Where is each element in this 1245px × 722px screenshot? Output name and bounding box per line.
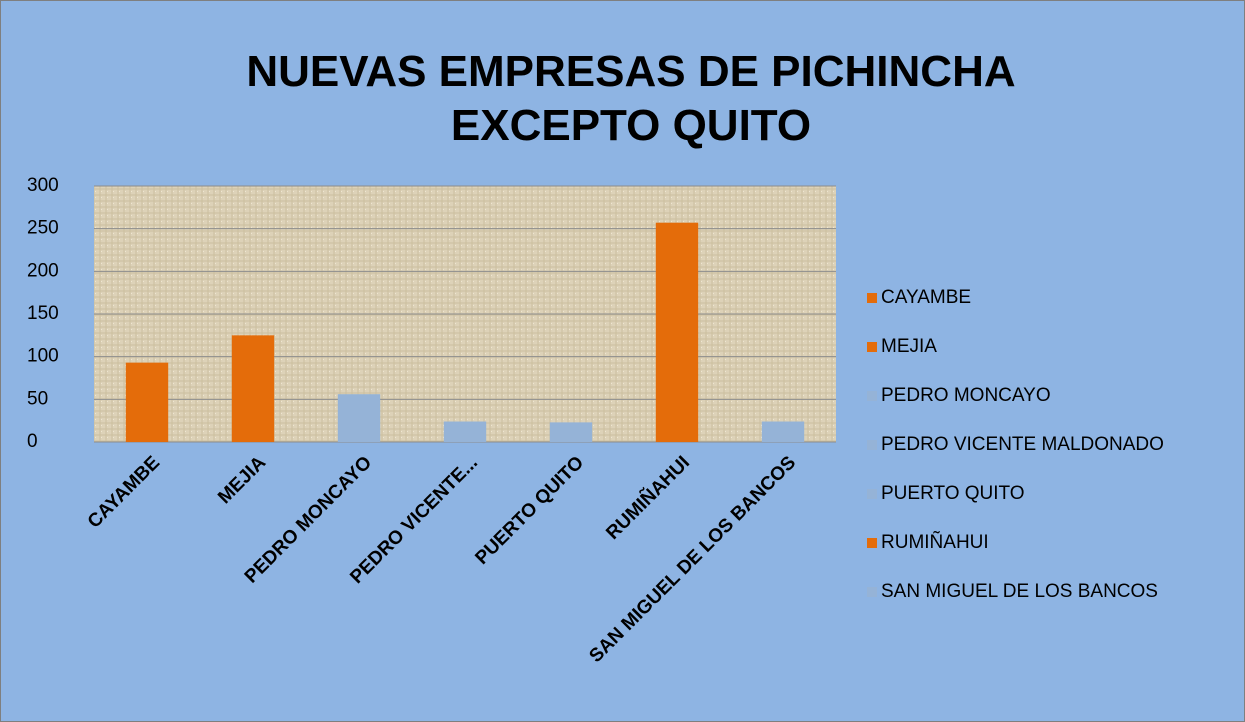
legend-label: SAN MIGUEL DE LOS BANCOS: [881, 581, 1158, 602]
chart-title: NUEVAS EMPRESAS DE PICHINCHA EXCEPTO QUI…: [246, 47, 1016, 150]
legend-label: PUERTO QUITO: [881, 483, 1025, 504]
x-tick-label: SAN MIGUEL DE LOS BANCOS: [585, 452, 800, 667]
legend-swatch: [867, 342, 877, 352]
y-tick-label: 250: [27, 218, 59, 239]
legend-label: CAYAMBE: [881, 287, 971, 308]
x-tick-label: CAYAMBE: [84, 452, 164, 532]
legend-swatch: [867, 391, 877, 401]
legend-swatch: [867, 538, 877, 548]
legend-label: PEDRO VICENTE MALDONADO: [881, 434, 1164, 455]
y-tick-label: 300: [27, 175, 59, 196]
x-tick-label: PUERTO QUITO: [471, 452, 588, 569]
legend-swatch: [867, 293, 877, 303]
x-tick-label: MEJIA: [214, 452, 270, 508]
bar: [231, 335, 275, 442]
x-tick-label: RUMIÑAHUI: [602, 452, 694, 544]
y-tick-label: 100: [27, 346, 59, 367]
legend-label: PEDRO MONCAYO: [881, 385, 1051, 406]
bar: [125, 362, 169, 442]
y-tick-label: 200: [27, 260, 59, 281]
y-tick-label: 50: [27, 388, 48, 409]
y-tick-label: 150: [27, 303, 59, 324]
legend-swatch: [867, 440, 877, 450]
bar: [549, 422, 593, 442]
legend-label: MEJIA: [881, 336, 937, 357]
legend-label: RUMIÑAHUI: [881, 531, 989, 553]
legend-swatch: [867, 489, 877, 499]
bar: [443, 421, 487, 442]
bar: [761, 421, 805, 442]
legend-swatch: [867, 587, 877, 597]
y-tick-label: 0: [27, 431, 38, 452]
bar: [655, 222, 699, 442]
bar: [337, 394, 381, 442]
